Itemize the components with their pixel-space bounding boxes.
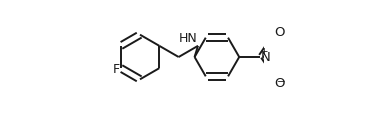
Text: O: O xyxy=(274,76,285,89)
Text: −: − xyxy=(277,77,286,87)
Text: O: O xyxy=(274,26,285,39)
Text: +: + xyxy=(260,47,269,57)
Text: N: N xyxy=(261,50,271,63)
Text: F: F xyxy=(112,62,119,75)
Text: HN: HN xyxy=(178,32,197,45)
